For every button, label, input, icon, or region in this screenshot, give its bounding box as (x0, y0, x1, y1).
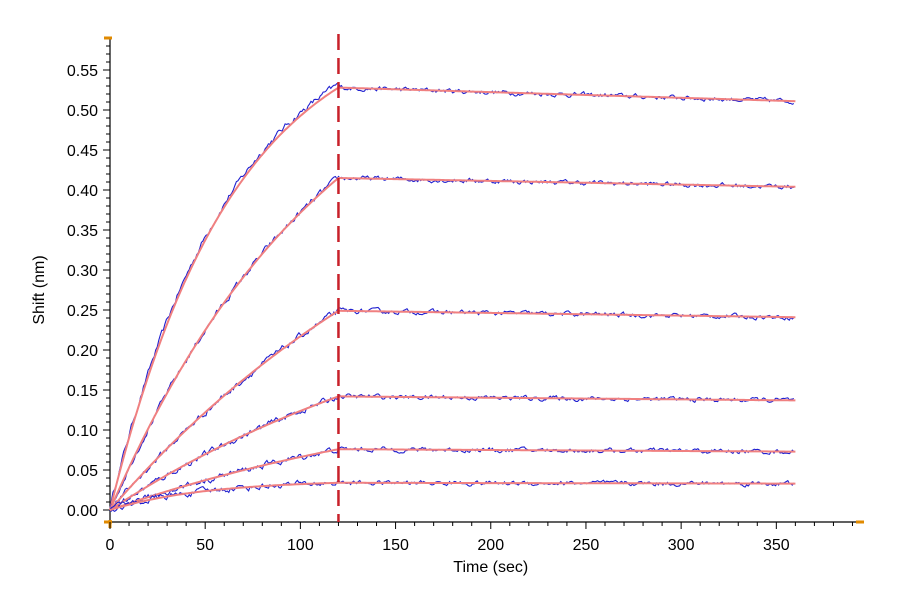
series-6-fit-line (109, 481, 796, 511)
y-tick-label: 0.25 (67, 303, 98, 320)
series-4-fit-line (109, 395, 796, 511)
x-tick-label: 300 (668, 537, 695, 554)
x-tick-label: 350 (763, 537, 790, 554)
y-axis-title: Shift (nm) (31, 255, 48, 324)
y-tick-label: 0.20 (67, 343, 98, 360)
y-tick-label: 0.50 (67, 103, 98, 120)
x-tick-label: 0 (106, 537, 115, 554)
series-1-data-line (109, 82, 795, 509)
axes (104, 36, 864, 528)
series-6-data-line (109, 479, 795, 512)
y-tick-label: 0.45 (67, 143, 98, 160)
y-tick-label: 0.00 (67, 503, 98, 520)
series-2-fit-line (109, 177, 796, 511)
series-5-fit-line (109, 448, 796, 511)
y-tick-label: 0.55 (67, 63, 98, 80)
y-tick-label: 0.30 (67, 263, 98, 280)
y-tick-label: 0.10 (67, 423, 98, 440)
x-tick-label: 50 (196, 537, 214, 554)
y-tick-label: 0.35 (67, 223, 98, 240)
x-tick-label: 100 (287, 537, 314, 554)
y-tick-label: 0.05 (67, 463, 98, 480)
series-3-fit-line (109, 309, 796, 511)
ticks: 0 50 100 150 200 250 300 350 0.00 0.05 0.10 0.15 0.2… (67, 45, 853, 554)
y-tick-label: 0.40 (67, 183, 98, 200)
x-axis-title: Time (sec) (453, 559, 528, 576)
x-tick-label: 250 (573, 537, 600, 554)
series-1-fit-line (109, 86, 796, 511)
series-group (109, 82, 796, 512)
y-tick-label: 0.15 (67, 383, 98, 400)
x-tick-label: 150 (382, 537, 409, 554)
x-tick-label: 200 (477, 537, 504, 554)
